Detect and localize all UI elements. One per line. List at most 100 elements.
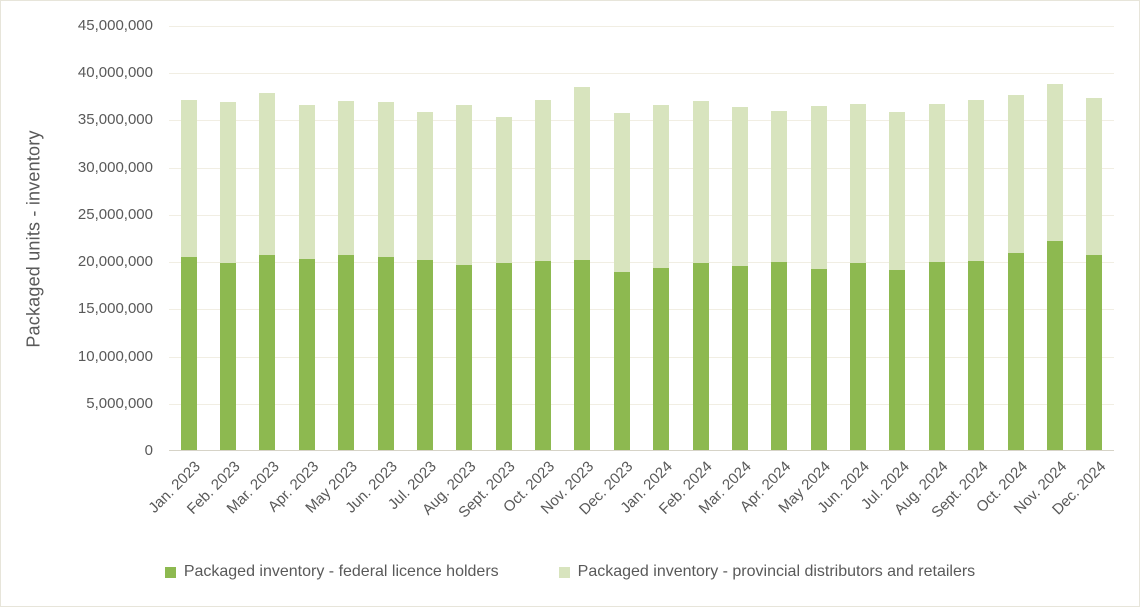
bar-segment-provincial [259, 93, 276, 255]
bar-stack [613, 112, 630, 450]
legend-item-provincial: Packaged inventory - provincial distribu… [558, 563, 976, 581]
bar-segment-federal [1046, 241, 1063, 450]
bar-segment-federal [968, 261, 985, 450]
bar-stack [298, 105, 315, 450]
bar-segment-provincial [889, 111, 906, 270]
legend-label-federal: Packaged inventory - federal licence hol… [183, 563, 499, 580]
bar-segment-federal [495, 263, 512, 450]
bar-segment-federal [731, 265, 748, 450]
bar-segment-federal [1007, 252, 1024, 450]
bar-segment-federal [653, 267, 670, 450]
bar-stack [1007, 94, 1024, 450]
bar-segment-federal [338, 255, 355, 450]
bar-segment-federal [1086, 255, 1103, 450]
bar-stack [220, 102, 237, 450]
y-tick-label: 40,000,000 [77, 64, 153, 82]
gridline [169, 309, 1114, 311]
bar-segment-provincial [850, 104, 867, 263]
bar-segment-federal [180, 257, 197, 450]
bar-segment-federal [456, 264, 473, 450]
bar-segment-provincial [692, 100, 709, 263]
bar-segment-federal [850, 263, 867, 450]
y-tick-label: 15,000,000 [77, 300, 153, 318]
bar-segment-federal [298, 259, 315, 450]
y-tick-label: 30,000,000 [77, 158, 153, 176]
bar-segment-provincial [456, 105, 473, 265]
bar-segment-provincial [416, 111, 433, 261]
y-tick-label: 25,000,000 [77, 205, 153, 223]
bar-stack [653, 105, 670, 450]
bar-segment-provincial [220, 102, 237, 263]
y-tick-label: 35,000,000 [77, 111, 153, 129]
bar-stack [850, 104, 867, 450]
y-tick-label: 5,000,000 [86, 394, 153, 412]
gridline [169, 356, 1114, 358]
bar-stack [771, 110, 788, 450]
bar-stack [495, 116, 512, 450]
legend-swatch-provincial-icon [558, 566, 570, 578]
bar-segment-provincial [771, 110, 788, 263]
bar-segment-federal [810, 268, 827, 450]
bar-segment-provincial [298, 105, 315, 260]
bar-stack [338, 100, 355, 450]
bar-segment-provincial [928, 104, 945, 263]
bar-stack [1046, 83, 1063, 450]
bar-segment-provincial [1007, 94, 1024, 253]
gridline [169, 73, 1114, 75]
bar-segment-federal [220, 263, 237, 450]
bar-segment-federal [613, 272, 630, 450]
bar-segment-federal [889, 269, 906, 450]
bar-segment-federal [771, 262, 788, 450]
bar-segment-federal [574, 260, 591, 450]
bar-segment-federal [535, 261, 552, 450]
bar-segment-provincial [653, 105, 670, 268]
legend-label-provincial: Packaged inventory - provincial distribu… [577, 563, 976, 580]
bar-segment-provincial [495, 116, 512, 263]
bar-stack [928, 104, 945, 450]
bar-stack [574, 87, 591, 450]
legend-swatch-federal-icon [164, 566, 176, 578]
bar-segment-provincial [535, 99, 552, 262]
bar-segment-provincial [574, 87, 591, 261]
bar-segment-federal [377, 257, 394, 450]
bar-segment-provincial [613, 112, 630, 273]
gridline [169, 214, 1114, 216]
bar-stack [377, 101, 394, 450]
x-axis-line [169, 450, 1114, 451]
bar-stack [889, 111, 906, 450]
bar-segment-provincial [180, 99, 197, 258]
plot-area [169, 26, 1114, 451]
bar-segment-federal [928, 262, 945, 450]
bar-stack [968, 99, 985, 450]
gridline [169, 26, 1114, 27]
bar-segment-federal [416, 260, 433, 450]
bar-segment-provincial [1086, 97, 1103, 256]
bar-stack [692, 100, 709, 450]
bar-segment-provincial [810, 106, 827, 269]
bar-stack [259, 93, 276, 450]
gridline [169, 167, 1114, 169]
bar-stack [456, 105, 473, 450]
bar-segment-provincial [338, 100, 355, 256]
bar-segment-federal [692, 263, 709, 450]
bar-stack [180, 99, 197, 450]
bar-stack [535, 99, 552, 450]
y-tick-label: 10,000,000 [77, 347, 153, 365]
bar-stack [731, 107, 748, 450]
bar-segment-provincial [968, 99, 985, 262]
legend-item-federal: Packaged inventory - federal licence hol… [164, 563, 499, 581]
y-tick-label: 45,000,000 [77, 17, 153, 34]
legend: Packaged inventory - federal licence hol… [1, 563, 1139, 581]
bar-stack [416, 111, 433, 450]
y-tick-label: 0 [144, 442, 153, 459]
y-tick-label: 20,000,000 [77, 253, 153, 271]
bar-segment-provincial [731, 107, 748, 266]
bar-segment-federal [259, 254, 276, 450]
gridline [169, 403, 1114, 405]
bar-stack [810, 106, 827, 450]
gridline [169, 262, 1114, 264]
gridline [169, 120, 1114, 122]
bar-segment-provincial [377, 101, 394, 258]
bar-stack [1086, 97, 1103, 450]
